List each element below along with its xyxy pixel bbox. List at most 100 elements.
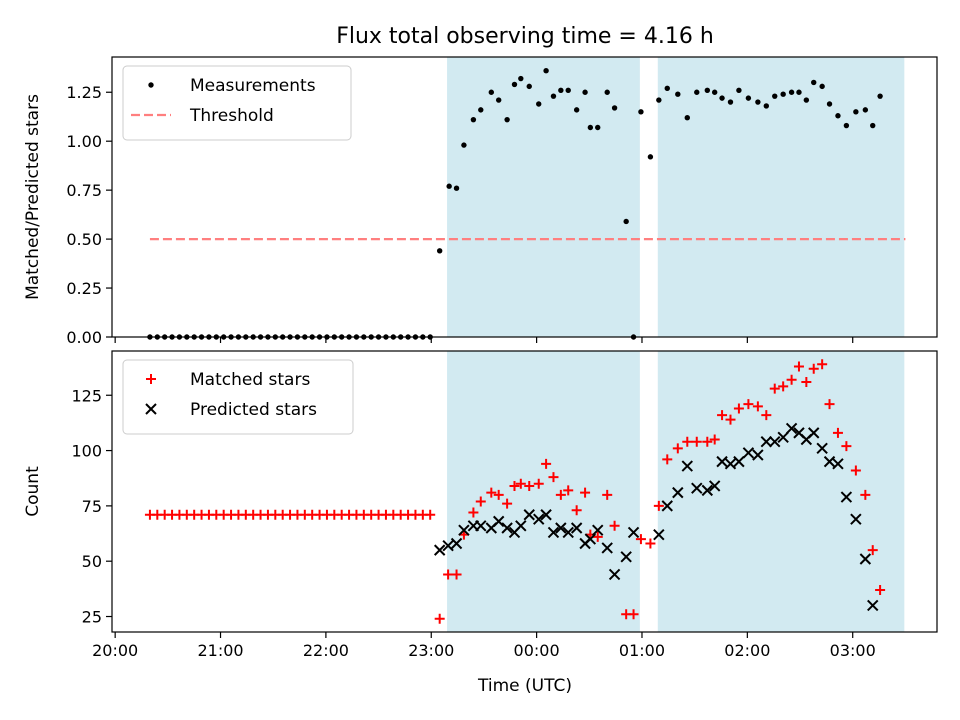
predicted-stars-point [850, 513, 862, 525]
measurements-point [675, 91, 681, 97]
measurements-point [796, 89, 802, 95]
matched-stars-point [801, 376, 812, 387]
measurements-point [573, 107, 580, 113]
measurements-point [727, 99, 734, 105]
y-tick-label: 50 [82, 552, 102, 571]
matched-stars-point [468, 507, 479, 518]
measurements-point [763, 103, 770, 109]
measurements-point [604, 89, 610, 95]
predicted-stars-point [523, 509, 535, 521]
matched-stars-point [563, 485, 574, 496]
matched-stars-point [486, 487, 497, 498]
matched-stars-point [752, 401, 763, 412]
observing-interval-1 [447, 351, 640, 632]
matched-stars-point [850, 465, 861, 476]
plot-frame [111, 56, 938, 338]
predicted-stars-point [752, 449, 764, 461]
y-tick-label: 125 [71, 386, 102, 405]
x-tick-label: 00:00 [514, 641, 560, 660]
y-tick-label: 100 [71, 442, 102, 461]
matched-stars-point [875, 584, 886, 595]
matched-stars-point [609, 520, 620, 531]
matched-stars-point [645, 538, 656, 549]
x-tick-label: 21:00 [197, 641, 243, 660]
predicted-stars-point [562, 526, 574, 539]
matched-stars-point [662, 454, 673, 465]
y-tick-label: 1.25 [66, 83, 102, 102]
predicted-stars-point [832, 458, 844, 470]
measurements-point [780, 91, 786, 97]
predicted-stars-point [653, 528, 665, 541]
measurements-point [518, 75, 524, 82]
matched-stars-point [769, 383, 780, 394]
matched-stars-point [475, 496, 486, 507]
measurements-point [478, 107, 484, 113]
y-tick-label: 75 [82, 497, 102, 516]
measurements-point [745, 95, 752, 101]
measurements-point [488, 89, 495, 95]
matched-stars-point [860, 489, 871, 500]
measurements-point [504, 116, 510, 123]
y-axis-label: Matched/Predicted stars [23, 94, 43, 300]
measurements-point [495, 97, 502, 103]
predicted-stars-point [808, 427, 820, 439]
predicted-stars-point [859, 553, 872, 565]
predicted-stars-point [816, 442, 828, 455]
y-tick-label: 0.75 [66, 181, 102, 200]
matched-stars-point [493, 489, 504, 500]
matched-stars-point [832, 427, 843, 438]
matched-stars-point [733, 403, 744, 414]
matched-stars-point [725, 414, 736, 425]
y-tick-label: 0.25 [66, 279, 102, 298]
matched-stars-point [824, 399, 835, 410]
predicted-stars-point [540, 509, 552, 521]
measurements-point [835, 113, 841, 119]
matched-stars-point [635, 534, 646, 545]
legend-label: Matched stars [190, 370, 310, 390]
predicted-stars-point [701, 484, 714, 497]
predicted-stars-point [823, 455, 836, 468]
measurements-point [611, 105, 618, 111]
y-tick-label: 1.00 [66, 132, 102, 151]
legend-label: Threshold [189, 106, 274, 126]
predicted-stars-point [724, 458, 737, 470]
chart-title: Flux total observing time = 4.16 h [336, 24, 714, 49]
matched-stars-point [555, 489, 566, 500]
measurements-point [811, 79, 817, 86]
predicted-stars-point [716, 455, 728, 468]
predicted-stars-point [450, 537, 463, 550]
predicted-stars-point [433, 544, 446, 556]
y-tick-label: 0.50 [66, 230, 102, 249]
measurements-point [684, 114, 690, 121]
measurements-point [826, 101, 833, 107]
predicted-stars-point [442, 540, 454, 552]
x-tick-label: 03:00 [830, 641, 876, 660]
measurements-point [436, 248, 443, 254]
x-tick-label: 01:00 [619, 641, 665, 660]
measurements-point [536, 101, 542, 107]
measurements-point [558, 87, 564, 93]
measurements-point [638, 109, 644, 115]
matched-stars-point [867, 545, 878, 556]
observing-interval-2 [657, 57, 905, 337]
measurements-point [719, 95, 725, 101]
matched-stars-point [702, 436, 713, 447]
x-tick-label: 23:00 [408, 641, 454, 660]
matched-stars-point [451, 569, 462, 580]
measurements-point [587, 124, 594, 131]
matched-stars-point [817, 359, 828, 370]
predicted-stars-point [555, 522, 567, 534]
measurements-point [803, 97, 810, 103]
legend-marker [145, 403, 157, 415]
matched-stars-point [509, 480, 520, 491]
predicted-stars-point [661, 500, 673, 512]
measurements-point [736, 87, 742, 93]
predicted-stars-point [777, 431, 789, 443]
matched-stars-point [778, 381, 789, 392]
predicted-stars-point [584, 533, 597, 545]
predicted-stars-point [867, 599, 879, 612]
predicted-stars-point [733, 455, 745, 468]
matched-stars-point [682, 436, 693, 447]
predicted-stars-point [492, 515, 505, 528]
predicted-stars-point [570, 522, 583, 534]
